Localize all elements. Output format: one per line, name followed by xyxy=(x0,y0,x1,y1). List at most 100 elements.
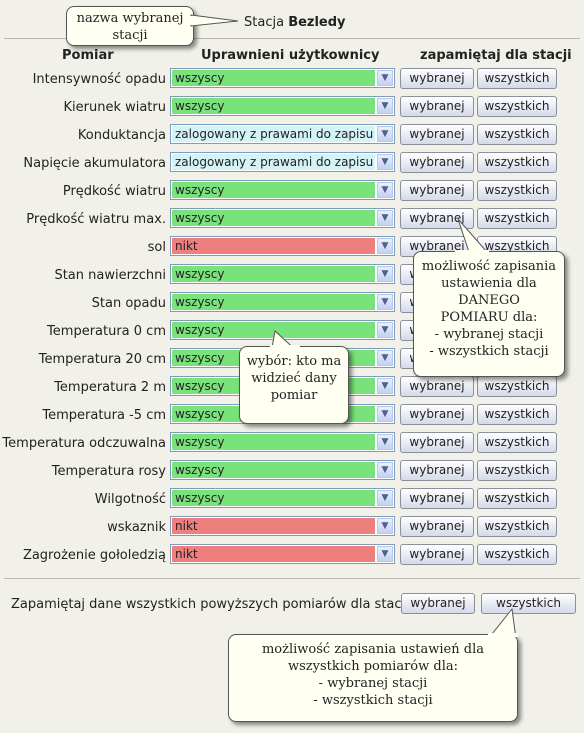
visibility-select[interactable]: wszyscy ▼ xyxy=(170,68,395,88)
chevron-down-icon[interactable]: ▼ xyxy=(377,126,393,142)
visibility-select[interactable]: zalogowany z prawami do zapisu ▼ xyxy=(170,124,395,144)
chevron-down-icon[interactable]: ▼ xyxy=(377,434,393,450)
visibility-select[interactable]: wszyscy ▼ xyxy=(170,180,395,200)
callout-line: - wybranej stacji xyxy=(318,676,428,691)
chevron-down-icon[interactable]: ▼ xyxy=(377,490,393,506)
chevron-down-icon[interactable]: ▼ xyxy=(377,238,393,254)
save-all-stations-button[interactable]: wszystkich xyxy=(477,404,557,425)
save-selected-station-button[interactable]: wybranej xyxy=(400,96,474,117)
callout-line: pomiar xyxy=(270,388,318,403)
table-row: Temperatura odczuwalna wszyscy ▼ wybranej ws… xyxy=(0,430,584,458)
chevron-down-icon[interactable]: ▼ xyxy=(377,294,393,310)
table-row: wskaznik nikt ▼ wybranej wszystkich xyxy=(0,514,584,542)
visibility-select[interactable]: wszyscy ▼ xyxy=(170,264,395,284)
column-header-measurement: Pomiar xyxy=(62,48,114,63)
table-row: Konduktancja zalogowany z prawami do zapi… xyxy=(0,122,584,150)
save-all-stations-button[interactable]: wszystkich xyxy=(477,544,557,565)
bottom-divider xyxy=(4,578,580,579)
save-all-stations-button[interactable]: wszystkich xyxy=(477,68,557,89)
visibility-select[interactable]: zalogowany z prawami do zapisu ▼ xyxy=(170,152,395,172)
callout-pointer-seam xyxy=(455,250,489,254)
visibility-select[interactable]: nikt ▼ xyxy=(170,544,395,564)
save-all-all-button[interactable]: wszystkich xyxy=(481,593,576,614)
chevron-down-icon[interactable]: ▼ xyxy=(377,154,393,170)
chevron-down-icon[interactable]: ▼ xyxy=(377,406,393,422)
save-selected-station-button[interactable]: wybranej xyxy=(400,460,474,481)
measurement-name: Temperatura -5 cm xyxy=(42,408,166,423)
chevron-down-icon[interactable]: ▼ xyxy=(377,98,393,114)
visibility-select-value: nikt xyxy=(172,238,375,254)
save-selected-station-button[interactable]: wybranej xyxy=(400,544,474,565)
visibility-select-value: zalogowany z prawami do zapisu xyxy=(172,126,375,142)
visibility-select[interactable]: wszyscy ▼ xyxy=(170,208,395,228)
chevron-down-icon[interactable]: ▼ xyxy=(377,182,393,198)
chevron-down-icon[interactable]: ▼ xyxy=(377,462,393,478)
visibility-select[interactable]: wszyscy ▼ xyxy=(170,488,395,508)
chevron-down-icon[interactable]: ▼ xyxy=(377,518,393,534)
visibility-select-value: wszyscy xyxy=(172,182,375,198)
column-header-users: Uprawnieni użytkownicy xyxy=(201,48,380,63)
callout-line: stacji xyxy=(112,28,148,43)
save-all-stations-button[interactable]: wszystkich xyxy=(477,432,557,453)
station-title: Stacja Bezledy xyxy=(244,15,346,30)
chevron-down-icon[interactable]: ▼ xyxy=(377,350,393,366)
save-all-selected-button[interactable]: wybranej xyxy=(401,593,475,614)
visibility-select-value: wszyscy xyxy=(172,70,375,86)
visibility-select-value: wszyscy xyxy=(172,490,375,506)
measurement-name: Temperatura rosy xyxy=(51,464,166,479)
callout-pointer-seam xyxy=(270,345,300,349)
save-selected-station-button[interactable]: wybranej xyxy=(400,152,474,173)
save-selected-station-button[interactable]: wybranej xyxy=(400,488,474,509)
callout-station-name: nazwa wybranej stacji xyxy=(66,6,194,46)
visibility-select-value: wszyscy xyxy=(172,210,375,226)
save-all-stations-button[interactable]: wszystkich xyxy=(477,376,557,397)
visibility-select[interactable]: nikt ▼ xyxy=(170,516,395,536)
save-selected-station-button[interactable]: wybranej xyxy=(400,516,474,537)
visibility-select[interactable]: wszyscy ▼ xyxy=(170,96,395,116)
chevron-down-icon[interactable]: ▼ xyxy=(377,322,393,338)
save-selected-station-button[interactable]: wybranej xyxy=(400,124,474,145)
table-row: Intensywność opadu wszyscy ▼ wybranej wszyst… xyxy=(0,66,584,94)
visibility-select[interactable]: wszyscy ▼ xyxy=(170,460,395,480)
save-selected-station-button[interactable]: wybranej xyxy=(400,376,474,397)
station-name: Bezledy xyxy=(288,15,346,30)
visibility-select[interactable]: nikt ▼ xyxy=(170,236,395,256)
callout-line: wybór: kto ma xyxy=(246,354,342,369)
save-selected-station-button[interactable]: wybranej xyxy=(400,68,474,89)
save-selected-station-button[interactable]: wybranej xyxy=(400,432,474,453)
save-all-stations-button[interactable]: wszystkich xyxy=(477,96,557,117)
top-divider xyxy=(4,38,580,39)
measurement-name: Zagrożenie gołoledzią xyxy=(22,548,166,563)
measurement-name: Temperatura 2 m xyxy=(54,380,166,395)
column-header-save: zapamiętaj dla stacji xyxy=(420,48,572,63)
save-all-stations-button[interactable]: wszystkich xyxy=(477,208,557,229)
callout-per-measurement: możliwość zapisania ustawienia dla DANEG… xyxy=(413,251,565,377)
chevron-down-icon[interactable]: ▼ xyxy=(377,266,393,282)
save-all-stations-button[interactable]: wszystkich xyxy=(477,124,557,145)
callout-line: - wszystkich stacji xyxy=(313,693,433,708)
measurement-name: Napięcie akumulatora xyxy=(23,156,166,171)
chevron-down-icon[interactable]: ▼ xyxy=(377,70,393,86)
save-all-stations-button[interactable]: wszystkich xyxy=(477,488,557,509)
visibility-select-value: zalogowany z prawami do zapisu xyxy=(172,154,375,170)
callout-line: wszystkich pomiarów dla: xyxy=(287,659,458,674)
measurement-name: Stan opadu xyxy=(91,296,166,311)
visibility-select[interactable]: wszyscy ▼ xyxy=(170,292,395,312)
measurement-name: Kierunek wiatru xyxy=(63,100,166,115)
save-all-stations-button[interactable]: wszystkich xyxy=(477,180,557,201)
save-selected-station-button[interactable]: wybranej xyxy=(400,180,474,201)
save-all-stations-button[interactable]: wszystkich xyxy=(477,460,557,481)
measurement-name: Stan nawierzchni xyxy=(54,268,166,283)
visibility-select[interactable]: wszyscy ▼ xyxy=(170,432,395,452)
callout-line: DANEGO xyxy=(458,293,520,308)
chevron-down-icon[interactable]: ▼ xyxy=(377,546,393,562)
save-all-stations-button[interactable]: wszystkich xyxy=(477,516,557,537)
save-selected-station-button[interactable]: wybranej xyxy=(400,404,474,425)
measurement-name: Konduktancja xyxy=(77,128,166,143)
save-selected-station-button[interactable]: wybranej xyxy=(400,208,474,229)
chevron-down-icon[interactable]: ▼ xyxy=(377,210,393,226)
chevron-down-icon[interactable]: ▼ xyxy=(377,378,393,394)
save-all-stations-button[interactable]: wszystkich xyxy=(477,152,557,173)
visibility-select-value: wszyscy xyxy=(172,98,375,114)
visibility-select-value: wszyscy xyxy=(172,434,375,450)
